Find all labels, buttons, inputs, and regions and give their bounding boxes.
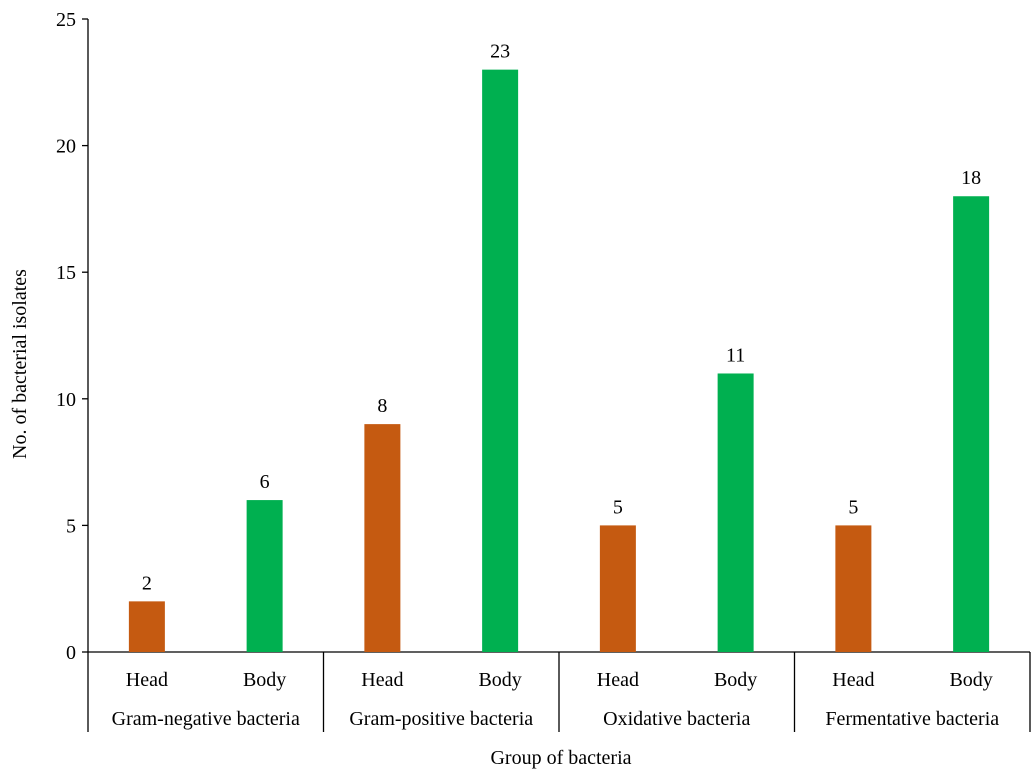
x-axis-title: Group of bacteria — [490, 747, 631, 769]
y-tick-label: 25 — [56, 9, 76, 31]
category-label: Body — [949, 669, 992, 691]
y-tick-label: 20 — [56, 136, 76, 158]
category-label: Head — [832, 669, 874, 691]
group-label: Gram-positive bacteria — [349, 708, 533, 730]
category-label: Head — [126, 669, 168, 691]
bar-value-label: 18 — [961, 167, 981, 189]
bar-value-label: 11 — [726, 344, 745, 366]
bar-value-label: 5 — [848, 496, 858, 518]
category-label: Body — [478, 669, 521, 691]
category-label: Body — [714, 669, 757, 691]
bar-head — [835, 525, 872, 652]
y-tick-label: 5 — [66, 515, 76, 537]
y-axis-title: No. of bacterial isolates — [9, 269, 31, 459]
bar-value-label: 8 — [377, 395, 387, 417]
bar-body — [246, 500, 283, 652]
bar-value-label: 23 — [490, 41, 510, 63]
bar-value-label: 2 — [142, 572, 152, 594]
group-label: Fermentative bacteria — [825, 708, 999, 730]
bar-head — [364, 424, 401, 652]
category-label: Body — [243, 669, 286, 691]
y-tick-label: 10 — [56, 389, 76, 411]
bar-body — [482, 69, 519, 652]
group-label: Oxidative bacteria — [603, 708, 750, 730]
bar-value-label: 5 — [613, 496, 623, 518]
bar-body — [717, 373, 754, 652]
bar-head — [128, 601, 165, 652]
y-tick-label: 0 — [66, 642, 76, 664]
y-tick-label: 15 — [56, 262, 76, 284]
bar-value-label: 6 — [260, 471, 270, 493]
bar-head — [599, 525, 636, 652]
category-label: Head — [597, 669, 639, 691]
group-label: Gram-negative bacteria — [112, 708, 300, 730]
category-label: Head — [361, 669, 403, 691]
bar-body — [953, 196, 990, 653]
